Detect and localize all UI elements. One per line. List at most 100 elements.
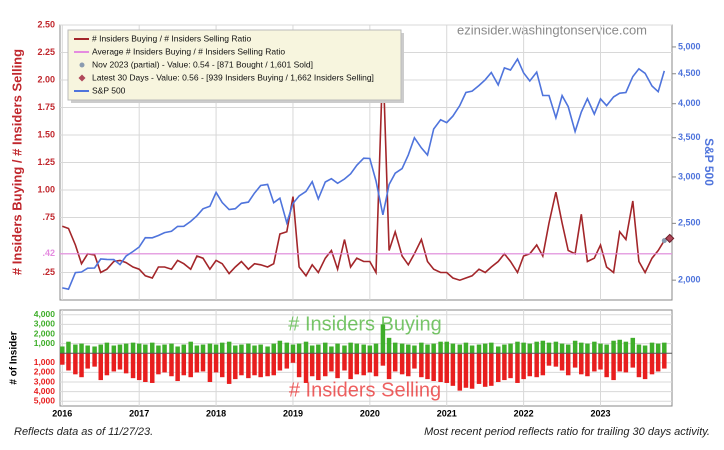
y2-axis-title: S&P 500 [702,138,716,186]
bar [565,344,571,354]
y-tick-label: 2,000 [34,367,56,377]
bar [386,337,392,354]
watermark: ezinsider.washingtonservice.com [457,22,647,37]
x-tick-label: 2017 [129,408,149,418]
y-tick-label: 4,000 [34,386,56,396]
bar [150,342,155,354]
bar [66,353,71,371]
bar [642,345,648,354]
x-tick-label: 2023 [590,408,610,418]
bar [425,344,430,354]
bar [323,342,328,354]
bar [271,343,276,354]
bar [296,343,302,354]
bar [655,353,661,372]
bar [348,353,353,380]
bar [265,353,270,377]
partial-marker [661,238,667,244]
bar [200,344,206,354]
legend-label: S&P 500 [92,85,126,95]
bar [367,353,373,373]
bar [515,341,520,354]
x-tick-label: 2019 [283,408,303,418]
bar [290,344,296,354]
legend-label: Nov 2023 (partial) - Value: 0.54 - [871 … [92,59,313,69]
bar [335,353,340,379]
bar [553,353,559,367]
bar [565,353,571,376]
bar [476,353,482,384]
legend: # Insiders Buying / # Insiders Selling R… [67,29,404,103]
bar [296,353,302,378]
bar [572,353,578,368]
y-tick-label: 3,000 [34,319,56,329]
line [62,57,666,291]
bar [239,353,244,376]
bar [502,344,507,354]
bar [540,340,546,354]
bar [406,353,411,377]
bar [233,345,238,354]
bar [226,353,232,384]
legend-label: Latest 30 Days - Value: 0.56 - [939 Insi… [92,72,374,82]
bar [207,353,213,382]
y-tick-label: 2.00 [37,74,55,84]
bar [284,353,290,369]
bar [143,344,148,354]
bar [239,344,244,354]
bar [342,345,347,354]
bar [79,353,84,378]
bar [630,353,636,368]
bar [342,353,347,371]
line [62,57,665,282]
bar [463,342,469,354]
bar [476,344,482,354]
bar [406,344,411,354]
footer-right: Most recent period reflects ratio for tr… [424,426,710,438]
bar [213,344,219,354]
bar [469,345,475,354]
bar [361,344,366,354]
y2-tick-label: 4,000 [678,98,701,108]
bar [277,353,283,371]
bar [419,342,424,354]
bar [175,346,180,354]
bar [117,353,123,370]
bar [258,344,263,354]
bar [450,353,456,386]
bar [156,353,161,375]
bar [630,337,636,354]
y-tick-label: .25 [42,267,55,277]
bar [617,339,622,354]
bar [521,353,526,380]
bar [123,343,129,354]
bar [412,353,417,369]
bar [546,353,552,366]
bar [662,342,667,354]
x-tick-label: 2021 [437,408,457,418]
lower-y-axis-title: # of Insider [9,331,20,384]
bar [130,342,136,354]
bar [188,341,193,354]
bar [200,353,206,372]
bar [117,344,123,354]
bar [169,343,174,354]
bar [123,353,129,374]
bar [431,343,436,354]
bar [258,353,263,378]
bar [495,346,501,354]
y-tick-label: 1.25 [37,157,55,167]
bar [181,353,187,376]
x-tick-label: 2018 [206,408,226,418]
bar [611,340,616,354]
bar [592,341,597,354]
bar [444,341,449,354]
bar [169,353,174,377]
y-tick-label: 1.50 [37,129,55,139]
bar [469,353,475,389]
bar [309,345,315,354]
x-tick-label: 2020 [360,408,380,418]
y-tick-label: 1,000 [34,338,56,348]
bar [572,340,578,354]
